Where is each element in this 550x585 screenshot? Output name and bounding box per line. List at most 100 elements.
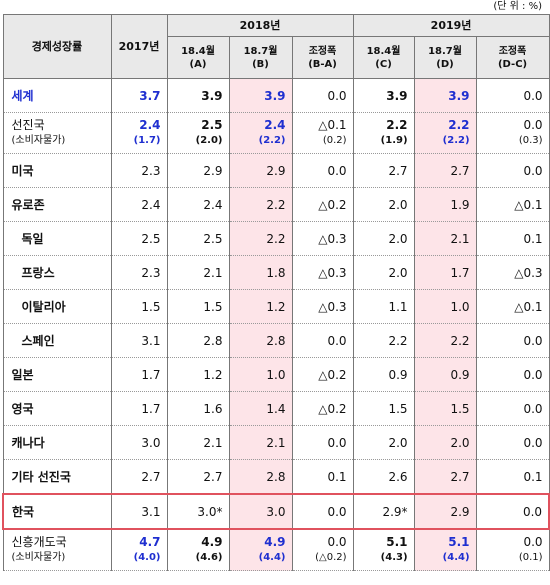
value-cell: 2.3 <box>110 153 168 188</box>
value-cell: 2.0 <box>352 255 415 290</box>
value-cell: 2.4 (2.2) <box>228 112 293 154</box>
value-cell: 2.2 (2.2) <box>413 112 477 154</box>
sub-header: 18.7월 (B) <box>228 36 293 79</box>
table-row: 유로존 2.4 2.4 2.2 △0.2 2.0 1.9 △0.1 <box>2 187 550 222</box>
sub-header-line: (A) <box>189 58 207 70</box>
value-cell: △0.1 <box>475 289 550 324</box>
row-label: 한국 <box>2 493 112 530</box>
value-cell: 3.1 <box>110 323 168 358</box>
value-cell: 2.2 <box>228 221 293 256</box>
value-sub: (0.2) <box>322 135 347 146</box>
value-cell: 2.8 <box>228 459 293 495</box>
value-cell: 4.9 (4.4) <box>228 528 293 571</box>
sub-header-line: (C) <box>375 58 392 70</box>
table-row: 영국 1.7 1.6 1.4 △0.2 1.5 1.5 0.0 <box>2 391 550 426</box>
value: △0.1 <box>318 118 347 132</box>
row-name: 기타 선진국 <box>11 470 71 484</box>
row-name: 미국 <box>11 164 34 178</box>
value-cell: 3.9 <box>166 78 230 113</box>
value-cell: △0.2 <box>291 391 354 426</box>
row-label: 신흥개도국 (소비자물가) <box>2 528 112 571</box>
value-cell: 2.0 <box>352 187 415 222</box>
value-cell: 0.0 <box>291 425 354 460</box>
value-cell: 2.6 <box>352 459 415 495</box>
value-cell: 1.0 <box>228 357 293 392</box>
value-cell: 1.5 <box>352 391 415 426</box>
value-cell: 2.2 <box>413 323 477 358</box>
value-cell: 2.8 <box>228 323 293 358</box>
value: 0.0 <box>327 535 347 549</box>
table-row: 기타 선진국 2.7 2.7 2.8 0.1 2.6 2.7 0.1 <box>2 459 550 495</box>
value-cell: 0.0 <box>475 493 550 530</box>
value-cell: 2.0 <box>352 221 415 256</box>
value-sub: (0.1) <box>518 552 543 563</box>
value-cell: 1.7 <box>110 357 168 392</box>
value-sub: (4.4) <box>442 552 470 563</box>
row-label: 영국 <box>2 391 112 426</box>
value-cell: 2.7 <box>110 459 168 495</box>
header-title: 경제성장률 <box>2 14 112 79</box>
value-cell: 0.9 <box>352 357 415 392</box>
value-cell: 1.7 <box>110 391 168 426</box>
value-sub: (4.6) <box>195 552 223 563</box>
value: 5.1 <box>448 535 470 549</box>
sub-header-line: 18.4월 <box>366 45 401 57</box>
value-cell: 1.5 <box>413 391 477 426</box>
value-sub: (4.4) <box>258 552 286 563</box>
table-row: 선진국 (소비자물가) 2.4 (1.7) 2.5 (2.0) 2.4 (2.2) △0.1 (0… <box>2 112 550 154</box>
value-cell: 3.0 <box>110 425 168 460</box>
value-cell: 1.0 <box>413 289 477 324</box>
value-cell: 2.7 <box>166 459 230 495</box>
value-cell: 0.0 <box>475 357 550 392</box>
value: 2.5 <box>201 118 223 132</box>
value-cell: 3.0 <box>228 493 293 530</box>
row-label: 미국 <box>2 153 112 188</box>
row-name: 독일 <box>21 232 44 246</box>
value-cell: 4.9 (4.6) <box>166 528 230 571</box>
value-cell: 2.7 <box>413 459 477 495</box>
row-label: 세계 <box>2 78 112 113</box>
value-cell: 2.0 <box>352 425 415 460</box>
value-cell: △0.1 <box>475 187 550 222</box>
row-name: 스페인 <box>21 334 55 348</box>
value: 4.9 <box>201 535 223 549</box>
value-cell: 2.9 <box>166 153 230 188</box>
sub-header-line: 조정폭 <box>308 45 337 57</box>
row-name: 캐나다 <box>11 436 45 450</box>
value-sub: (0.3) <box>518 135 543 146</box>
growth-table: 경제성장률 2017년 2018년 2019년 18.4월 (A) 18.7월 (B)… <box>2 14 550 571</box>
row-label: 이탈리아 <box>2 289 112 324</box>
sub-header-line: (D) <box>436 58 454 70</box>
value-cell: 2.5 <box>110 221 168 256</box>
value-cell: 2.8 <box>166 323 230 358</box>
value-cell: 2.1 <box>166 425 230 460</box>
value-cell: 2.3 <box>110 255 168 290</box>
value-cell: 2.5 (2.0) <box>166 112 230 154</box>
table-row: 스페인 3.1 2.8 2.8 0.0 2.2 2.2 0.0 <box>2 323 550 358</box>
value: 2.4 <box>264 118 286 132</box>
value-cell: 0.0 <box>475 78 550 113</box>
table-row: 프랑스 2.3 2.1 1.8 △0.3 2.0 1.7 △0.3 <box>2 255 550 290</box>
row-name-sub: (소비자물가) <box>11 135 66 146</box>
sub-header: 18.4월 (A) <box>166 36 230 79</box>
value-sub: (2.0) <box>195 135 223 146</box>
row-name: 한국 <box>12 505 35 519</box>
value-cell: 1.7 <box>413 255 477 290</box>
value-cell: 2.1 <box>413 221 477 256</box>
value-cell: 2.9 <box>228 153 293 188</box>
header-2017: 2017년 <box>110 14 168 79</box>
sub-header: 18.4월 (C) <box>352 36 415 79</box>
value-cell: 0.0 <box>291 153 354 188</box>
value-cell: 0.0 <box>475 391 550 426</box>
value-cell: △0.3 <box>291 289 354 324</box>
table-row: 독일 2.5 2.5 2.2 △0.3 2.0 2.1 0.1 <box>2 221 550 256</box>
row-name: 선진국 <box>11 118 45 132</box>
table-row: 일본 1.7 1.2 1.0 △0.2 0.9 0.9 0.0 <box>2 357 550 392</box>
value-cell: 0.1 <box>475 221 550 256</box>
sub-header-line: 조정폭 <box>498 45 527 57</box>
value-cell: △0.2 <box>291 357 354 392</box>
value-cell: 0.0 <box>291 323 354 358</box>
value-cell: 1.9 <box>413 187 477 222</box>
row-name-sub: (소비자물가) <box>11 552 66 563</box>
value-cell: △0.3 <box>291 221 354 256</box>
